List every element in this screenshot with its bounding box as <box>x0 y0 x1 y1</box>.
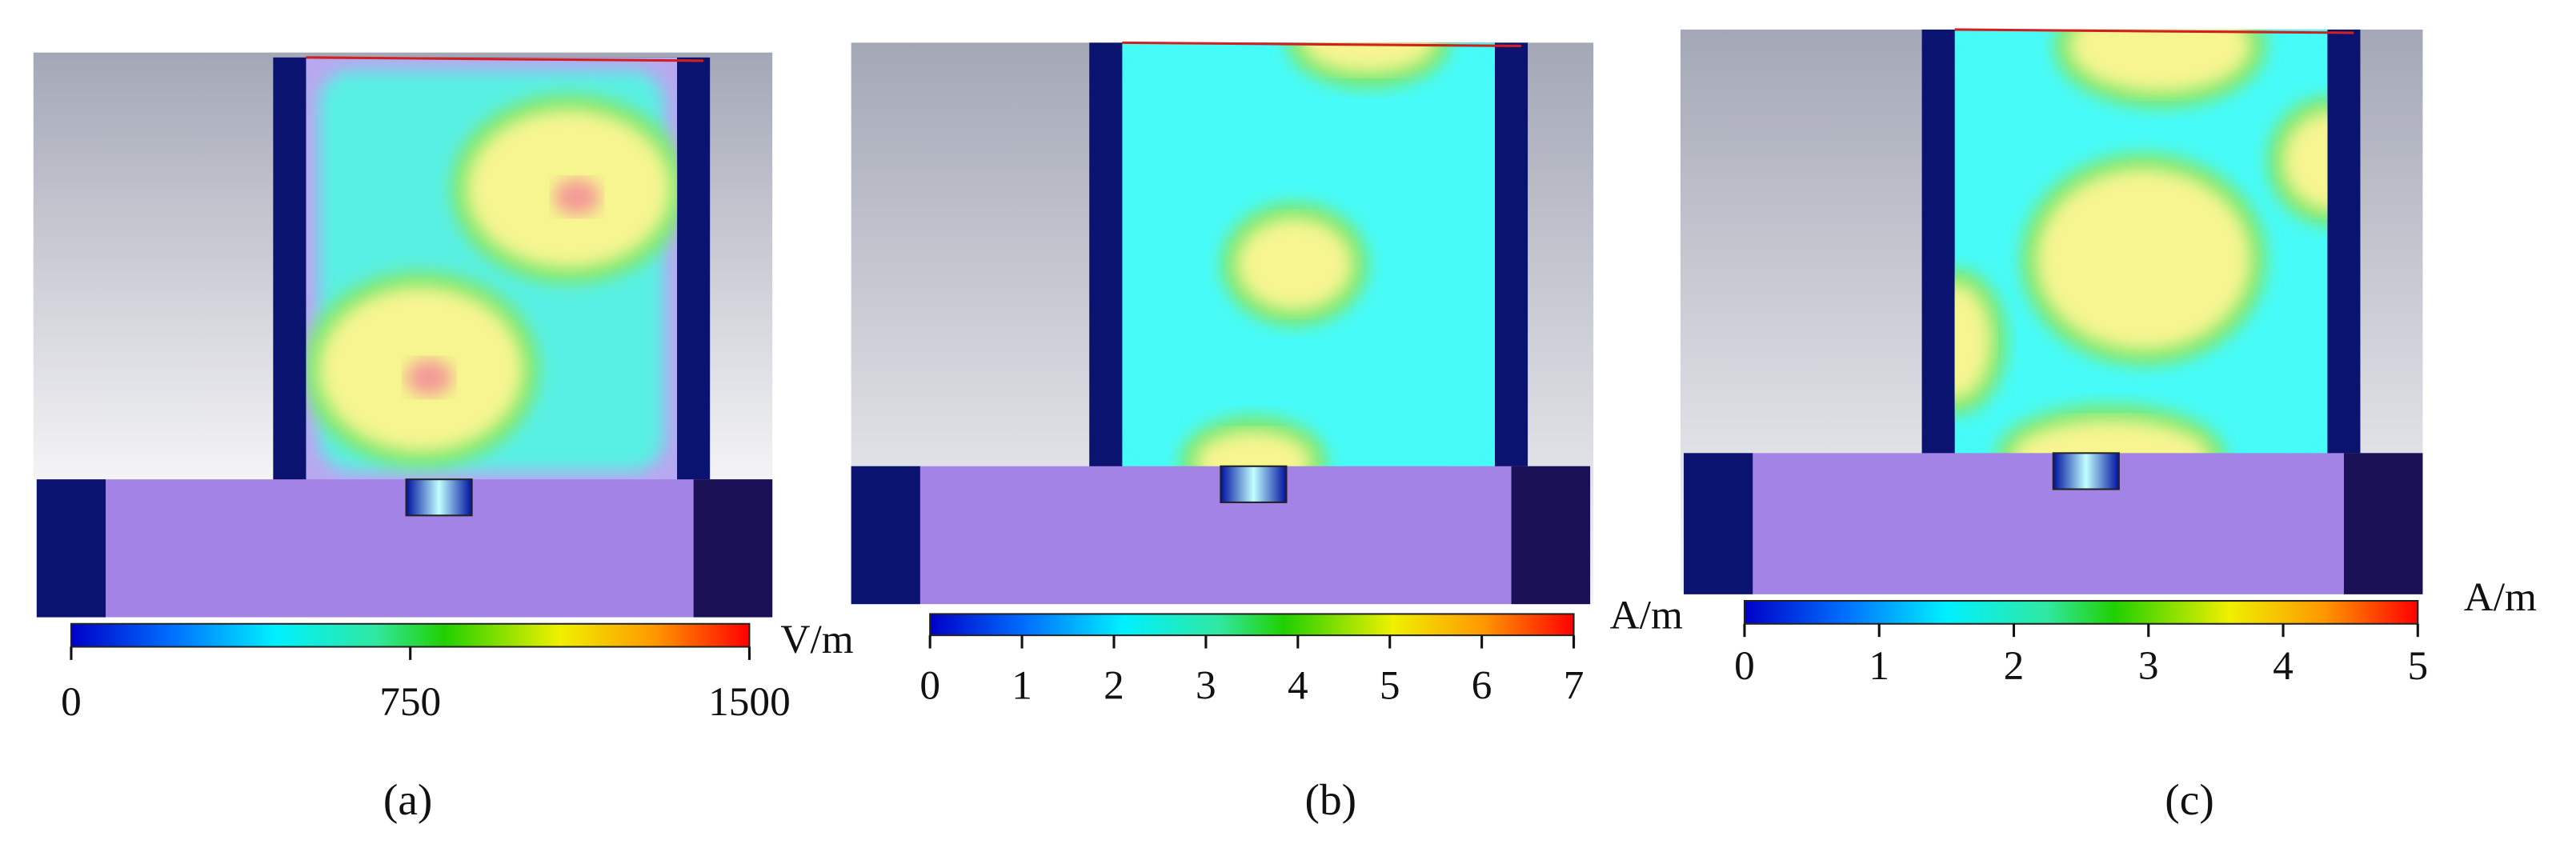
base-end <box>693 479 773 618</box>
colorbar-tick-label: 4 <box>1288 663 1308 709</box>
field-peak <box>1236 218 1352 310</box>
colorbar-tick-label: 750 <box>379 679 441 725</box>
panel-label: (c) <box>2165 775 2213 824</box>
colorbar-tick-label: 1 <box>1012 663 1032 709</box>
panel: 0 750 1500 V/m (a) <box>33 52 854 824</box>
slot <box>405 478 473 517</box>
slot <box>1220 465 1288 503</box>
field-max <box>554 178 600 215</box>
colorbar-tick-label: 7 <box>1564 663 1584 709</box>
colorbar <box>1743 600 2419 625</box>
base-end <box>1684 453 1753 594</box>
base-block <box>36 479 773 618</box>
colorbar-tick-label: 3 <box>2138 643 2159 689</box>
field-peak <box>1196 431 1312 468</box>
base-end <box>2343 453 2423 594</box>
field-peak <box>1954 284 1991 399</box>
colorbar-tick-label: 5 <box>1380 663 1400 709</box>
panel-label: (a) <box>383 775 432 824</box>
field-plot <box>306 57 678 485</box>
colorbar-unit: V/m <box>780 617 853 662</box>
field-max <box>406 359 453 396</box>
colorbar-tick-label: 2 <box>2004 643 2025 689</box>
field-plot <box>1954 29 2328 457</box>
field-peak <box>2283 111 2328 210</box>
colorbar-tick-label: 2 <box>1104 663 1124 709</box>
field-peak <box>2012 420 2209 457</box>
colorbar-tick-label: 0 <box>61 679 82 725</box>
field-peak <box>2037 169 2250 350</box>
colorbar-tick-label: 1500 <box>708 679 791 725</box>
colorbar-tick-label: 6 <box>1472 663 1492 709</box>
panel: 0 1 2 3 4 5 A/m (c) <box>1680 28 2537 824</box>
waveguide-top <box>306 56 703 62</box>
base-end <box>1511 466 1591 605</box>
colorbar-tick-label: 5 <box>2407 643 2428 689</box>
colorbar-tick-label: 0 <box>1734 643 1755 689</box>
colorbar <box>929 613 1575 637</box>
colorbar <box>70 622 751 648</box>
base-end <box>36 479 106 618</box>
colorbar-tick-label: 1 <box>1869 643 1889 689</box>
slot <box>2052 452 2120 490</box>
waveguide-top <box>1954 28 2354 34</box>
colorbar-tick-label: 0 <box>919 663 940 709</box>
field-peak <box>1302 42 1435 73</box>
base-end <box>851 466 920 605</box>
field-plot <box>1122 42 1496 468</box>
field-peak <box>2069 29 2250 92</box>
colorbar-unit: A/m <box>2464 574 2537 620</box>
waveguide-top <box>1122 41 1521 47</box>
panel: 0 1 2 3 4 5 6 7 A/m (b) <box>851 41 1683 824</box>
panel-label: (b) <box>1305 775 1357 824</box>
colorbar-tick-label: 4 <box>2273 643 2294 689</box>
colorbar-tick-label: 3 <box>1196 663 1216 709</box>
colorbar-unit: A/m <box>1610 592 1683 638</box>
